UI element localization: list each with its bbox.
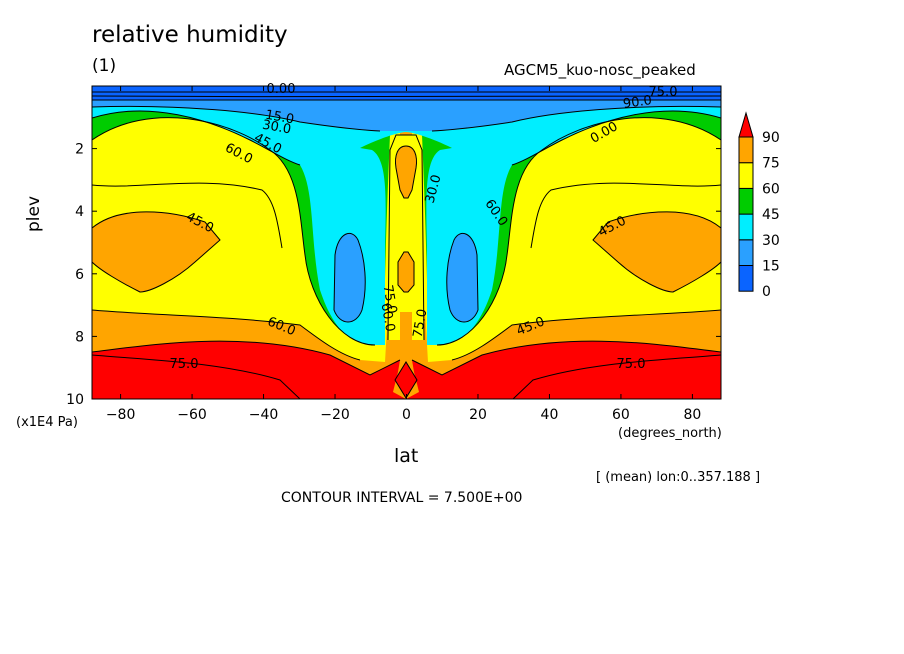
colorbar-swatch: [738, 265, 754, 292]
orange-lobe-south: [92, 211, 220, 292]
x-tick-label: 40: [541, 407, 559, 423]
contour-fill: [92, 86, 721, 399]
colorbar-swatch: [738, 239, 754, 267]
contour-label: 75.0: [617, 357, 646, 372]
x-tick-label: 20: [469, 407, 487, 423]
colorbar-label: 90: [762, 130, 780, 146]
model-name: AGCM5_kuo-nosc_peaked: [504, 61, 696, 79]
y-tick-label: 4: [75, 204, 84, 220]
colorbar-label: 0: [762, 284, 771, 300]
colorbar-swatch: [738, 162, 754, 189]
x-tick-label: 0: [402, 407, 411, 423]
moist-column: [388, 135, 424, 340]
chart-title: relative humidity: [92, 22, 288, 48]
contour-label: 30.0: [423, 173, 445, 205]
colorbar-label: 15: [762, 259, 780, 275]
contour-interval: CONTOUR INTERVAL = 7.500E+00: [281, 490, 523, 506]
x-axis-unit: (degrees_north): [618, 426, 722, 441]
contour-lines: [92, 91, 721, 399]
colorbar-swatch: [738, 136, 754, 164]
dry-pocket-north: [446, 233, 478, 322]
y-axis-unit: (x1E4 Pa): [16, 415, 78, 430]
red-lobe-south: [92, 355, 300, 399]
y-tick-label: 2: [75, 142, 84, 158]
contour-label: 75.0: [649, 85, 678, 100]
contour-label: 15.0: [264, 108, 295, 128]
colorbar-label: 60: [762, 181, 780, 197]
y-tick-label: 10: [66, 392, 84, 408]
x-tick-label: −80: [106, 407, 136, 423]
contour-label: 0.00: [267, 82, 296, 97]
y-tick-label: 8: [75, 329, 84, 345]
contour-label: 75.0: [380, 284, 400, 315]
x-tick-label: −40: [249, 407, 279, 423]
colorbar-label: 75: [762, 156, 780, 172]
colorbar-arrow: [738, 111, 754, 138]
colorbar-label: 30: [762, 233, 780, 249]
colorbar-swatch: [738, 187, 754, 215]
moist-column-mid: [398, 252, 414, 292]
chart-subtitle: (1): [92, 56, 117, 76]
colorbar-swatch: [738, 213, 754, 241]
moist-column-core: [395, 146, 417, 198]
x-tick-label: 60: [612, 407, 630, 423]
x-axis-label: lat: [394, 445, 419, 467]
contour-label: 75.0: [170, 357, 199, 372]
x-tick-label: −60: [177, 407, 207, 423]
orange-lobe-north: [593, 211, 721, 292]
moist-column-low: [400, 312, 412, 360]
mean-info: [ (mean) lon:0..357.188 ]: [596, 470, 761, 485]
red-lobe-north: [513, 355, 721, 399]
x-tick-label: −20: [320, 407, 350, 423]
dry-pocket-south: [334, 233, 366, 322]
contour-label: 30.0: [261, 118, 292, 138]
contour-label: 90.0: [622, 93, 653, 112]
colorbar: 0 15 30 45 60 75 90: [738, 111, 780, 300]
band-60: [92, 86, 721, 362]
contour-label: 75.0: [411, 308, 431, 339]
colorbar-label: 45: [762, 207, 780, 223]
y-tick-label: 6: [75, 267, 84, 283]
axes: −80 −60 −40 −20 0 20 40 60 80 2 4 6 8 10: [66, 86, 721, 423]
x-tick-label: 80: [683, 407, 701, 423]
contour-label: 60.0: [378, 302, 398, 333]
